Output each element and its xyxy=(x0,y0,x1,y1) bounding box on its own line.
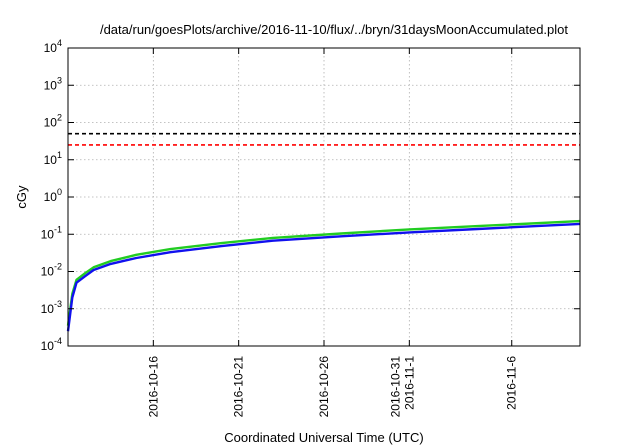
series-line xyxy=(66,219,581,326)
y-tick-label: 100 xyxy=(44,187,62,204)
y-axis-label: cGy xyxy=(14,185,29,209)
y-tick-label: 10-3 xyxy=(41,299,62,316)
x-axis-label: Coordinated Universal Time (UTC) xyxy=(224,430,423,445)
reference-lines xyxy=(68,132,580,146)
y-axis-ticks: 10-4 10-3 10-2 10-1 100 101 102 103 104 xyxy=(41,38,580,353)
x-tick-label: 2016-10-26 xyxy=(317,356,331,418)
y-tick-label: 101 xyxy=(44,150,62,167)
x-axis-ticks: 2016-10-16 2016-10-21 2016-10-26 2016-10-31… xyxy=(146,48,519,418)
y-tick-label: 10-1 xyxy=(41,224,62,241)
y-tick-label: 10-4 xyxy=(41,336,62,353)
x-tick-label: 2016-10-16 xyxy=(146,356,160,418)
series-group xyxy=(66,219,581,332)
y-tick-label: 102 xyxy=(44,113,62,130)
grid xyxy=(68,47,580,347)
x-tick-label: 2016-10-21 xyxy=(232,356,246,418)
x-tick-label: 2016-10-31 xyxy=(388,356,402,418)
series-line xyxy=(66,222,581,332)
y-tick-label: 10-2 xyxy=(41,262,62,279)
x-tick-label: 2016-11-6 xyxy=(505,356,519,410)
chart-title: /data/run/goesPlots/archive/2016-11-10/f… xyxy=(100,22,568,37)
y-tick-label: 104 xyxy=(44,38,62,55)
x-tick-label: 2016-11-1 xyxy=(402,356,416,410)
y-tick-label: 103 xyxy=(44,75,62,92)
